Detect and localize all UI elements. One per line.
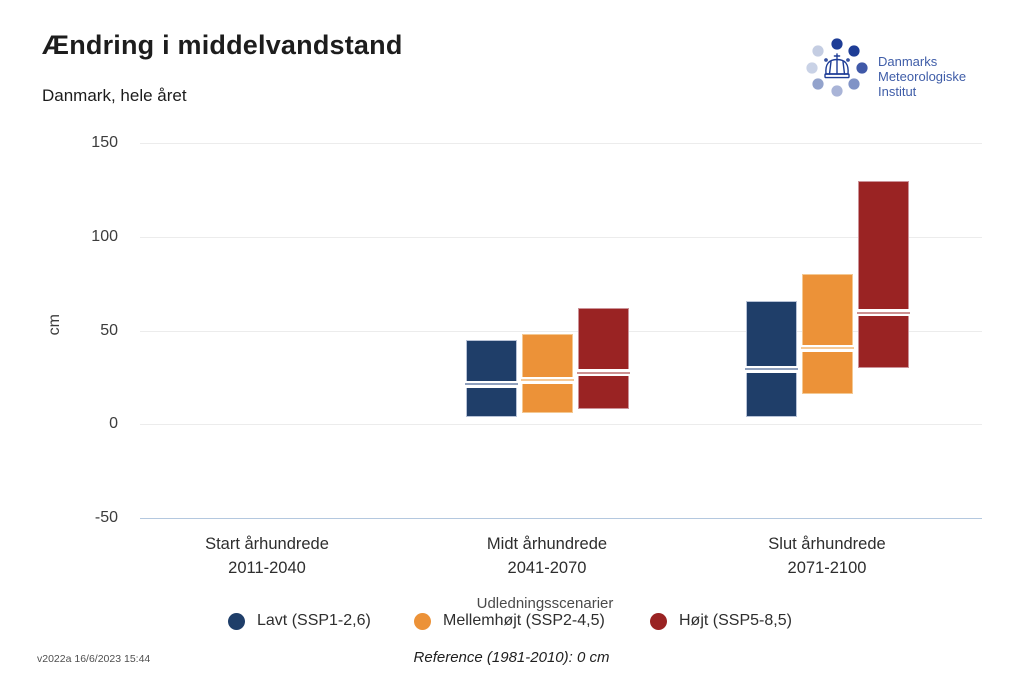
median-marker-stripe (744, 370, 798, 373)
range-bar-lavt-period2 (464, 339, 518, 417)
logo-org-line3: Institut (878, 84, 917, 99)
x-category-period: 2071-2100 (787, 559, 867, 577)
median-marker-stripe (576, 373, 630, 377)
legend-swatch-icon (414, 612, 431, 630)
legend-item-mellemhøjt: Mellemhøjt (SSP2-4,5) (414, 611, 605, 631)
legend-item-højt: Højt (SSP5-8,5) (650, 611, 792, 631)
range-bar-mellemhøjt-period2 (520, 334, 574, 413)
legend-swatch-icon (228, 612, 245, 630)
x-category-name: Midt århundrede (486, 535, 608, 553)
page-title: Ændring i middelvandstand (42, 30, 403, 60)
legend-label: Mellemhøjt (SSP2-4,5) (443, 612, 605, 629)
legend-title: Udledningsscenarier (476, 595, 614, 612)
median-marker-stripe (576, 369, 630, 372)
gridline-100 (140, 236, 982, 238)
logo-org-name: Danmarks Meteorologiske Institut (878, 54, 966, 99)
median-marker-stripe (576, 371, 630, 374)
reference-note: Reference (1981-2010): 0 cm (413, 649, 610, 666)
y-tick-label--50: -50 (94, 509, 118, 526)
x-category-label-3: Slut århundrede 2071-2100 (717, 532, 937, 580)
legend-swatch-icon (650, 612, 667, 630)
gridline-0 (140, 424, 982, 426)
median-marker (744, 365, 798, 373)
logo-org-line1: Danmarks (878, 54, 938, 69)
y-tick-label-50: 50 (100, 321, 118, 339)
range-bar-lavt-period3 (744, 300, 798, 417)
range-bar-højt-period2 (576, 308, 630, 410)
y-tick-label-150: 150 (91, 134, 118, 151)
x-category-name: Start århundrede (205, 535, 329, 553)
gridline-150 (140, 143, 982, 144)
page-subtitle: Danmark, hele året (42, 86, 187, 105)
median-marker-stripe (800, 344, 854, 348)
range-bar-mellemhøjt-period3 (800, 274, 854, 395)
dmi-logo-mark (806, 38, 868, 97)
legend-label: Lavt (SSP1-2,6) (257, 612, 371, 629)
median-marker-stripe (800, 349, 854, 352)
median-marker-stripe (464, 380, 518, 383)
y-tick-label-100: 100 (91, 227, 118, 245)
median-marker-stripe (856, 313, 910, 317)
median-marker-stripe (520, 379, 574, 382)
crown-icon (824, 53, 850, 79)
x-category-period: 2011-2040 (228, 559, 306, 577)
logo-org-line2: Meteorologiske (878, 69, 967, 84)
dmi-logo: Danmarks Meteorologiske Institut (798, 28, 1008, 112)
median-marker-stripe (520, 376, 574, 380)
median-marker-stripe (464, 383, 518, 385)
median-marker-stripe (464, 385, 518, 388)
logo-dot-ring (806, 38, 868, 97)
x-category-period: 2041-2070 (507, 559, 587, 577)
median-marker-stripe (856, 309, 910, 312)
legend-item-lavt: Lavt (SSP1-2,6) (228, 611, 371, 631)
legend-label: Højt (SSP5-8,5) (679, 612, 792, 629)
median-marker (856, 309, 910, 317)
median-marker-stripe (744, 368, 798, 370)
median-marker (464, 380, 518, 388)
y-tick-label-0: 0 (109, 415, 118, 433)
median-marker-stripe (744, 365, 798, 368)
median-marker (800, 344, 854, 352)
median-marker (520, 376, 574, 384)
x-category-label-2: Midt århundrede 2041-2070 (437, 532, 657, 580)
median-marker-stripe (520, 381, 574, 384)
median-marker (576, 369, 630, 377)
median-marker-stripe (800, 347, 854, 350)
version-stamp: v2022a 16/6/2023 15:44 (37, 653, 151, 665)
x-category-name: Slut århundrede (768, 535, 886, 553)
gridline-50 (140, 330, 982, 332)
x-category-label-1: Start århundrede 2011-2040 (157, 532, 377, 580)
median-marker-stripe (856, 311, 910, 314)
gridline--50 (140, 518, 982, 519)
range-bar-højt-period3 (856, 180, 910, 368)
